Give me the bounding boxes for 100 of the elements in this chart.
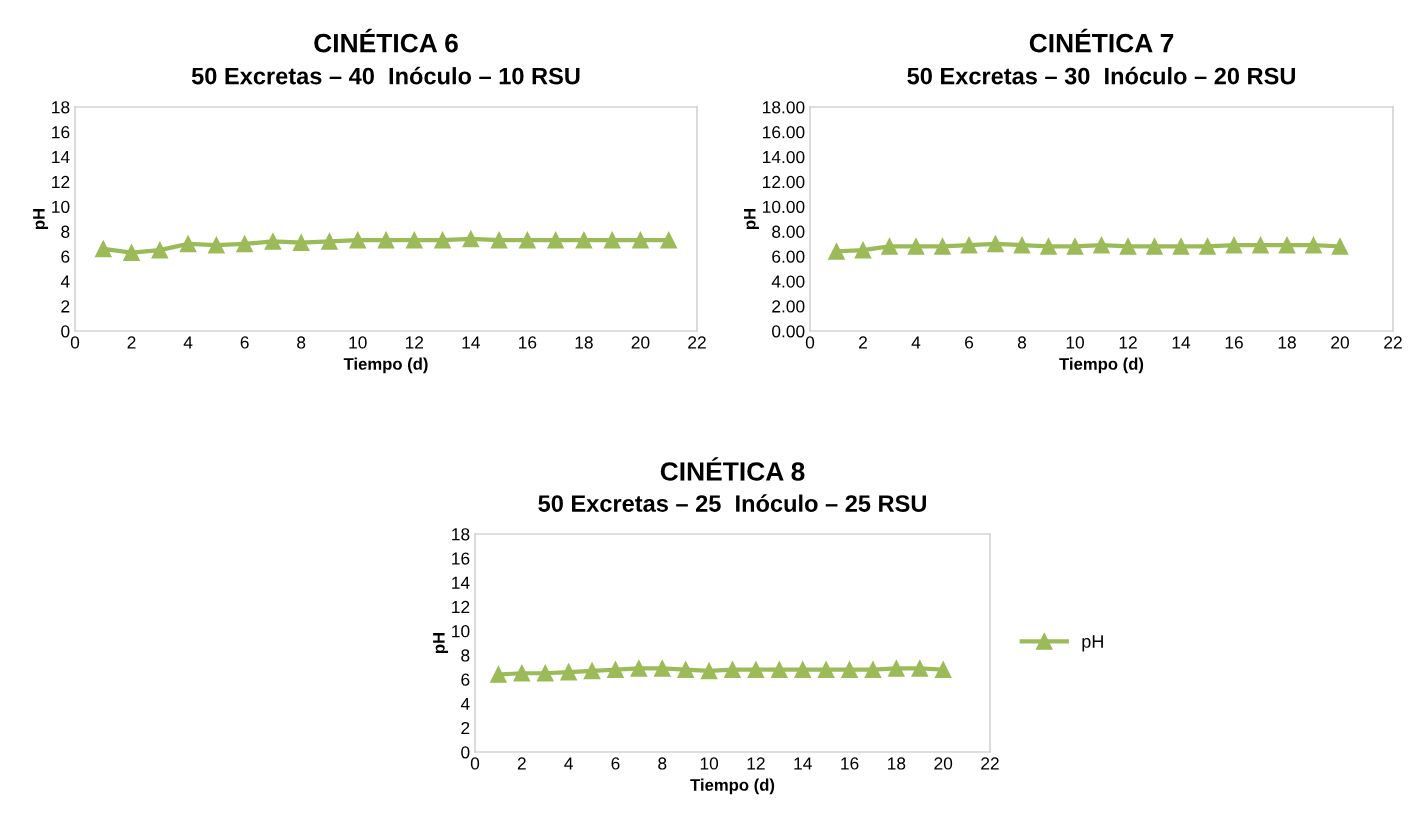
point (1146, 238, 1163, 255)
x-tick-label: 14 (1172, 336, 1191, 349)
x-tick-label: 6 (965, 336, 974, 349)
point (264, 233, 282, 250)
x-tick-label: 0 (70, 336, 80, 349)
point (1305, 236, 1322, 254)
point (519, 231, 536, 249)
point (208, 236, 225, 254)
point (1119, 238, 1137, 255)
point (377, 231, 395, 249)
point (547, 231, 564, 249)
x-axis-title: Tiempo (d) (343, 357, 428, 374)
chart-title: CINÉTICA 6 (314, 28, 458, 53)
x-tick-label: 0 (805, 336, 815, 349)
point (1278, 236, 1296, 254)
y-tick-label: 14 (52, 151, 70, 164)
y-tick-label: 16 (52, 126, 70, 139)
x-tick-label: 16 (841, 757, 859, 770)
point (1066, 238, 1084, 255)
point (405, 231, 423, 249)
point (1199, 238, 1216, 255)
x-tick-label: 2 (517, 757, 526, 770)
x-axis-title: Tiempo (d) (690, 778, 775, 795)
y-axis-title: pH (33, 209, 49, 230)
x-tick-label: 6 (611, 757, 620, 770)
y-tick-label: 16 (452, 552, 470, 565)
point (1013, 236, 1031, 254)
point (603, 231, 621, 249)
y-tick-label: 10 (452, 625, 470, 638)
x-tick-label: 10 (349, 336, 367, 349)
y-tick-label: 6 (61, 250, 70, 263)
y-tick-label: 6 (461, 673, 470, 686)
x-tick-label: 16 (519, 336, 537, 349)
point (94, 240, 112, 258)
x-tick-label: 20 (934, 757, 953, 770)
chart-subtitle: 50 Excretas – 25 Inóculo – 25 RSU (538, 494, 926, 512)
y-tick-label: 12 (452, 600, 470, 613)
x-tick-label: 4 (183, 336, 193, 349)
y-tick-label: 10 (52, 200, 70, 214)
x-tick-label: 12 (405, 336, 424, 349)
point (907, 238, 925, 255)
y-tick-label: 12 (52, 175, 70, 188)
point (632, 231, 649, 249)
x-tick-label: 12 (1119, 336, 1137, 349)
y-tick-label: 18 (452, 528, 470, 541)
y-tick-label: 4 (460, 697, 470, 710)
y-tick-label: 18.00 (763, 101, 805, 114)
point (151, 241, 169, 259)
x-axis-title: Tiempo (d) (1059, 357, 1144, 374)
y-tick-label: 0 (461, 746, 470, 759)
y-tick-label: 12.00 (763, 175, 805, 189)
x-tick-label: 8 (658, 757, 667, 770)
point (1252, 236, 1269, 254)
x-tick-label: 20 (1331, 336, 1349, 349)
y-tick-label: 0.00 (772, 325, 805, 338)
x-tick-label: 10 (700, 757, 719, 770)
point (236, 235, 253, 253)
y-tick-label: 0 (61, 325, 70, 338)
point (490, 231, 508, 249)
y-tick-label: 6.00 (772, 250, 805, 263)
y-tick-label: 8.00 (772, 225, 805, 238)
point (660, 231, 678, 249)
point (828, 243, 845, 260)
chart-subtitle: 50 Excretas – 40 Inóculo – 10 RSU (191, 66, 580, 85)
x-tick-label: 22 (981, 757, 999, 770)
y-tick-label: 2 (61, 300, 70, 313)
point (292, 234, 310, 251)
y-axis-title: pH (433, 633, 449, 654)
x-tick-label: 12 (747, 757, 765, 770)
y-tick-label: 4 (60, 275, 70, 288)
x-tick-label: 22 (688, 336, 706, 349)
point (123, 244, 140, 261)
x-tick-label: 16 (1225, 336, 1243, 349)
x-tick-label: 8 (1017, 336, 1027, 349)
point (179, 235, 197, 253)
point (1040, 238, 1057, 255)
y-tick-label: 8 (461, 649, 470, 662)
point (1172, 238, 1190, 255)
x-tick-label: 18 (888, 757, 906, 770)
x-tick-label: 4 (911, 336, 921, 349)
x-tick-label: 6 (240, 336, 249, 349)
point (934, 238, 951, 255)
legend-label: pH (1082, 635, 1103, 652)
y-tick-label: 8 (61, 225, 70, 238)
point (854, 241, 872, 259)
point (462, 230, 480, 248)
y-axis-title: pH (744, 209, 759, 230)
point (987, 235, 1004, 253)
point (960, 236, 978, 254)
x-tick-label: 22 (1384, 336, 1402, 349)
point (1225, 236, 1243, 254)
x-tick-label: 4 (564, 757, 573, 770)
point (321, 233, 338, 250)
x-tick-label: 18 (1278, 336, 1296, 349)
chart-title: CINÉTICA 7 (1029, 28, 1174, 53)
x-tick-label: 10 (1066, 336, 1084, 349)
y-tick-label: 4.00 (771, 275, 805, 288)
x-tick-label: 20 (631, 336, 650, 349)
x-tick-label: 2 (859, 336, 867, 349)
chart-title: CINÉTICA 8 (660, 457, 805, 481)
